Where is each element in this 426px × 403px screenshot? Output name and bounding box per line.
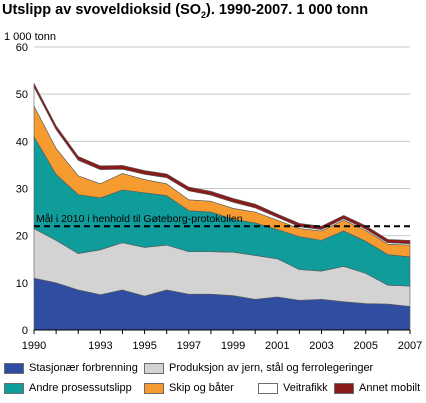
legend-label: Stasjonær forbrenning (29, 362, 138, 374)
x-tick-label: 1999 (221, 340, 245, 352)
legend-swatch (334, 382, 354, 394)
legend-label: Andre prosessutslipp (29, 382, 132, 394)
chart-title: Utslipp av svoveldioksid (SO2). 1990-200… (2, 2, 369, 20)
legend-label: Produksjon av jern, stål og ferrolegerin… (169, 362, 374, 374)
y-tick-label: 60 (16, 42, 28, 54)
y-tick-label: 30 (16, 184, 28, 196)
x-tick-label: 2007 (398, 340, 422, 352)
legend-item: Annet mobilt (334, 382, 420, 394)
legend-swatch (258, 382, 278, 394)
legend-label: Annet mobilt (359, 382, 421, 394)
target-line-label: Mål i 2010 i henhold til Gøteborg-protok… (36, 213, 243, 225)
legend-item: Veitrafikk (258, 382, 328, 394)
x-tick-label: 2003 (309, 340, 333, 352)
y-axis-label: 1 000 tonn (4, 31, 56, 43)
x-tick-label: 2001 (265, 340, 289, 352)
legend-label: Skip og båter (169, 382, 234, 394)
area-chart: 1 000 tonn 0 10 20 30 40 50 60 1990 1993 1995 199… (4, 31, 422, 352)
area-series-5 (33, 83, 411, 244)
legend-item: Produksjon av jern, stål og ferrolegerin… (144, 362, 373, 374)
legend-swatch (144, 382, 164, 394)
y-tick-label: 40 (16, 136, 28, 148)
y-tick-label: 0 (22, 325, 28, 337)
legend-item: Andre prosessutslipp (4, 382, 132, 394)
x-tick-label: 2005 (354, 340, 378, 352)
x-tick-label: 1990 (22, 340, 46, 352)
y-tick-label: 20 (16, 231, 28, 243)
legend-label: Veitrafikk (283, 382, 328, 394)
legend-item: Stasjonær forbrenning (4, 362, 138, 374)
legend-swatch (4, 382, 24, 394)
legend-item: Skip og båter (144, 382, 234, 394)
legend-swatch (144, 362, 164, 374)
x-tick-label: 1993 (88, 340, 112, 352)
x-tick-label: 1997 (177, 340, 201, 352)
y-tick-label: 10 (16, 278, 28, 290)
legend-swatch (4, 362, 24, 374)
y-tick-label: 50 (16, 89, 28, 101)
x-tick-label: 1995 (132, 340, 156, 352)
